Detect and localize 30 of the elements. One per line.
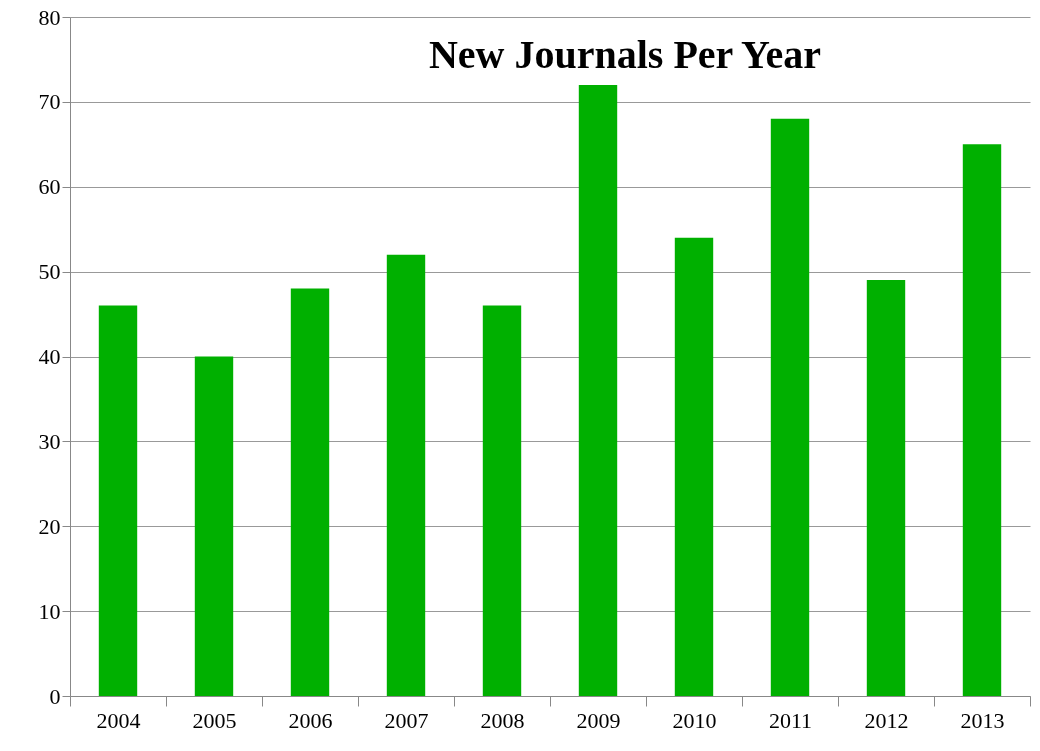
bar [866,280,906,696]
x-tick-label: 2012 [864,707,909,733]
bar [770,118,810,696]
x-tick-label: 2010 [672,707,717,733]
bar [194,356,234,696]
x-tick-label: 2009 [576,707,621,733]
y-tick-label: 10 [38,598,61,624]
x-tick-label: 2006 [288,707,333,733]
x-tick-label: 2004 [96,707,141,733]
bar [482,305,522,696]
x-tick-label: 2005 [192,707,237,733]
bar [290,288,330,696]
x-tick-label: 2011 [768,707,813,733]
bar [98,305,138,696]
y-tick-label: 30 [38,428,61,454]
y-tick-label: 40 [38,344,61,369]
y-tick-label: 80 [38,4,61,30]
y-tick-label: 0 [49,683,61,709]
y-tick-label: 20 [38,513,61,539]
bar [578,84,618,696]
bar [962,144,1002,696]
x-tick-label: 2007 [384,707,429,733]
y-tick-label: 60 [38,174,61,200]
x-tick-label: 2008 [480,707,525,733]
bar [386,254,426,696]
x-tick-label: 2013 [960,707,1005,733]
y-tick-label: 70 [38,89,61,115]
bar [674,237,714,696]
chart-title: New Journals Per Year [428,32,822,77]
y-tick-label: 50 [38,259,61,285]
